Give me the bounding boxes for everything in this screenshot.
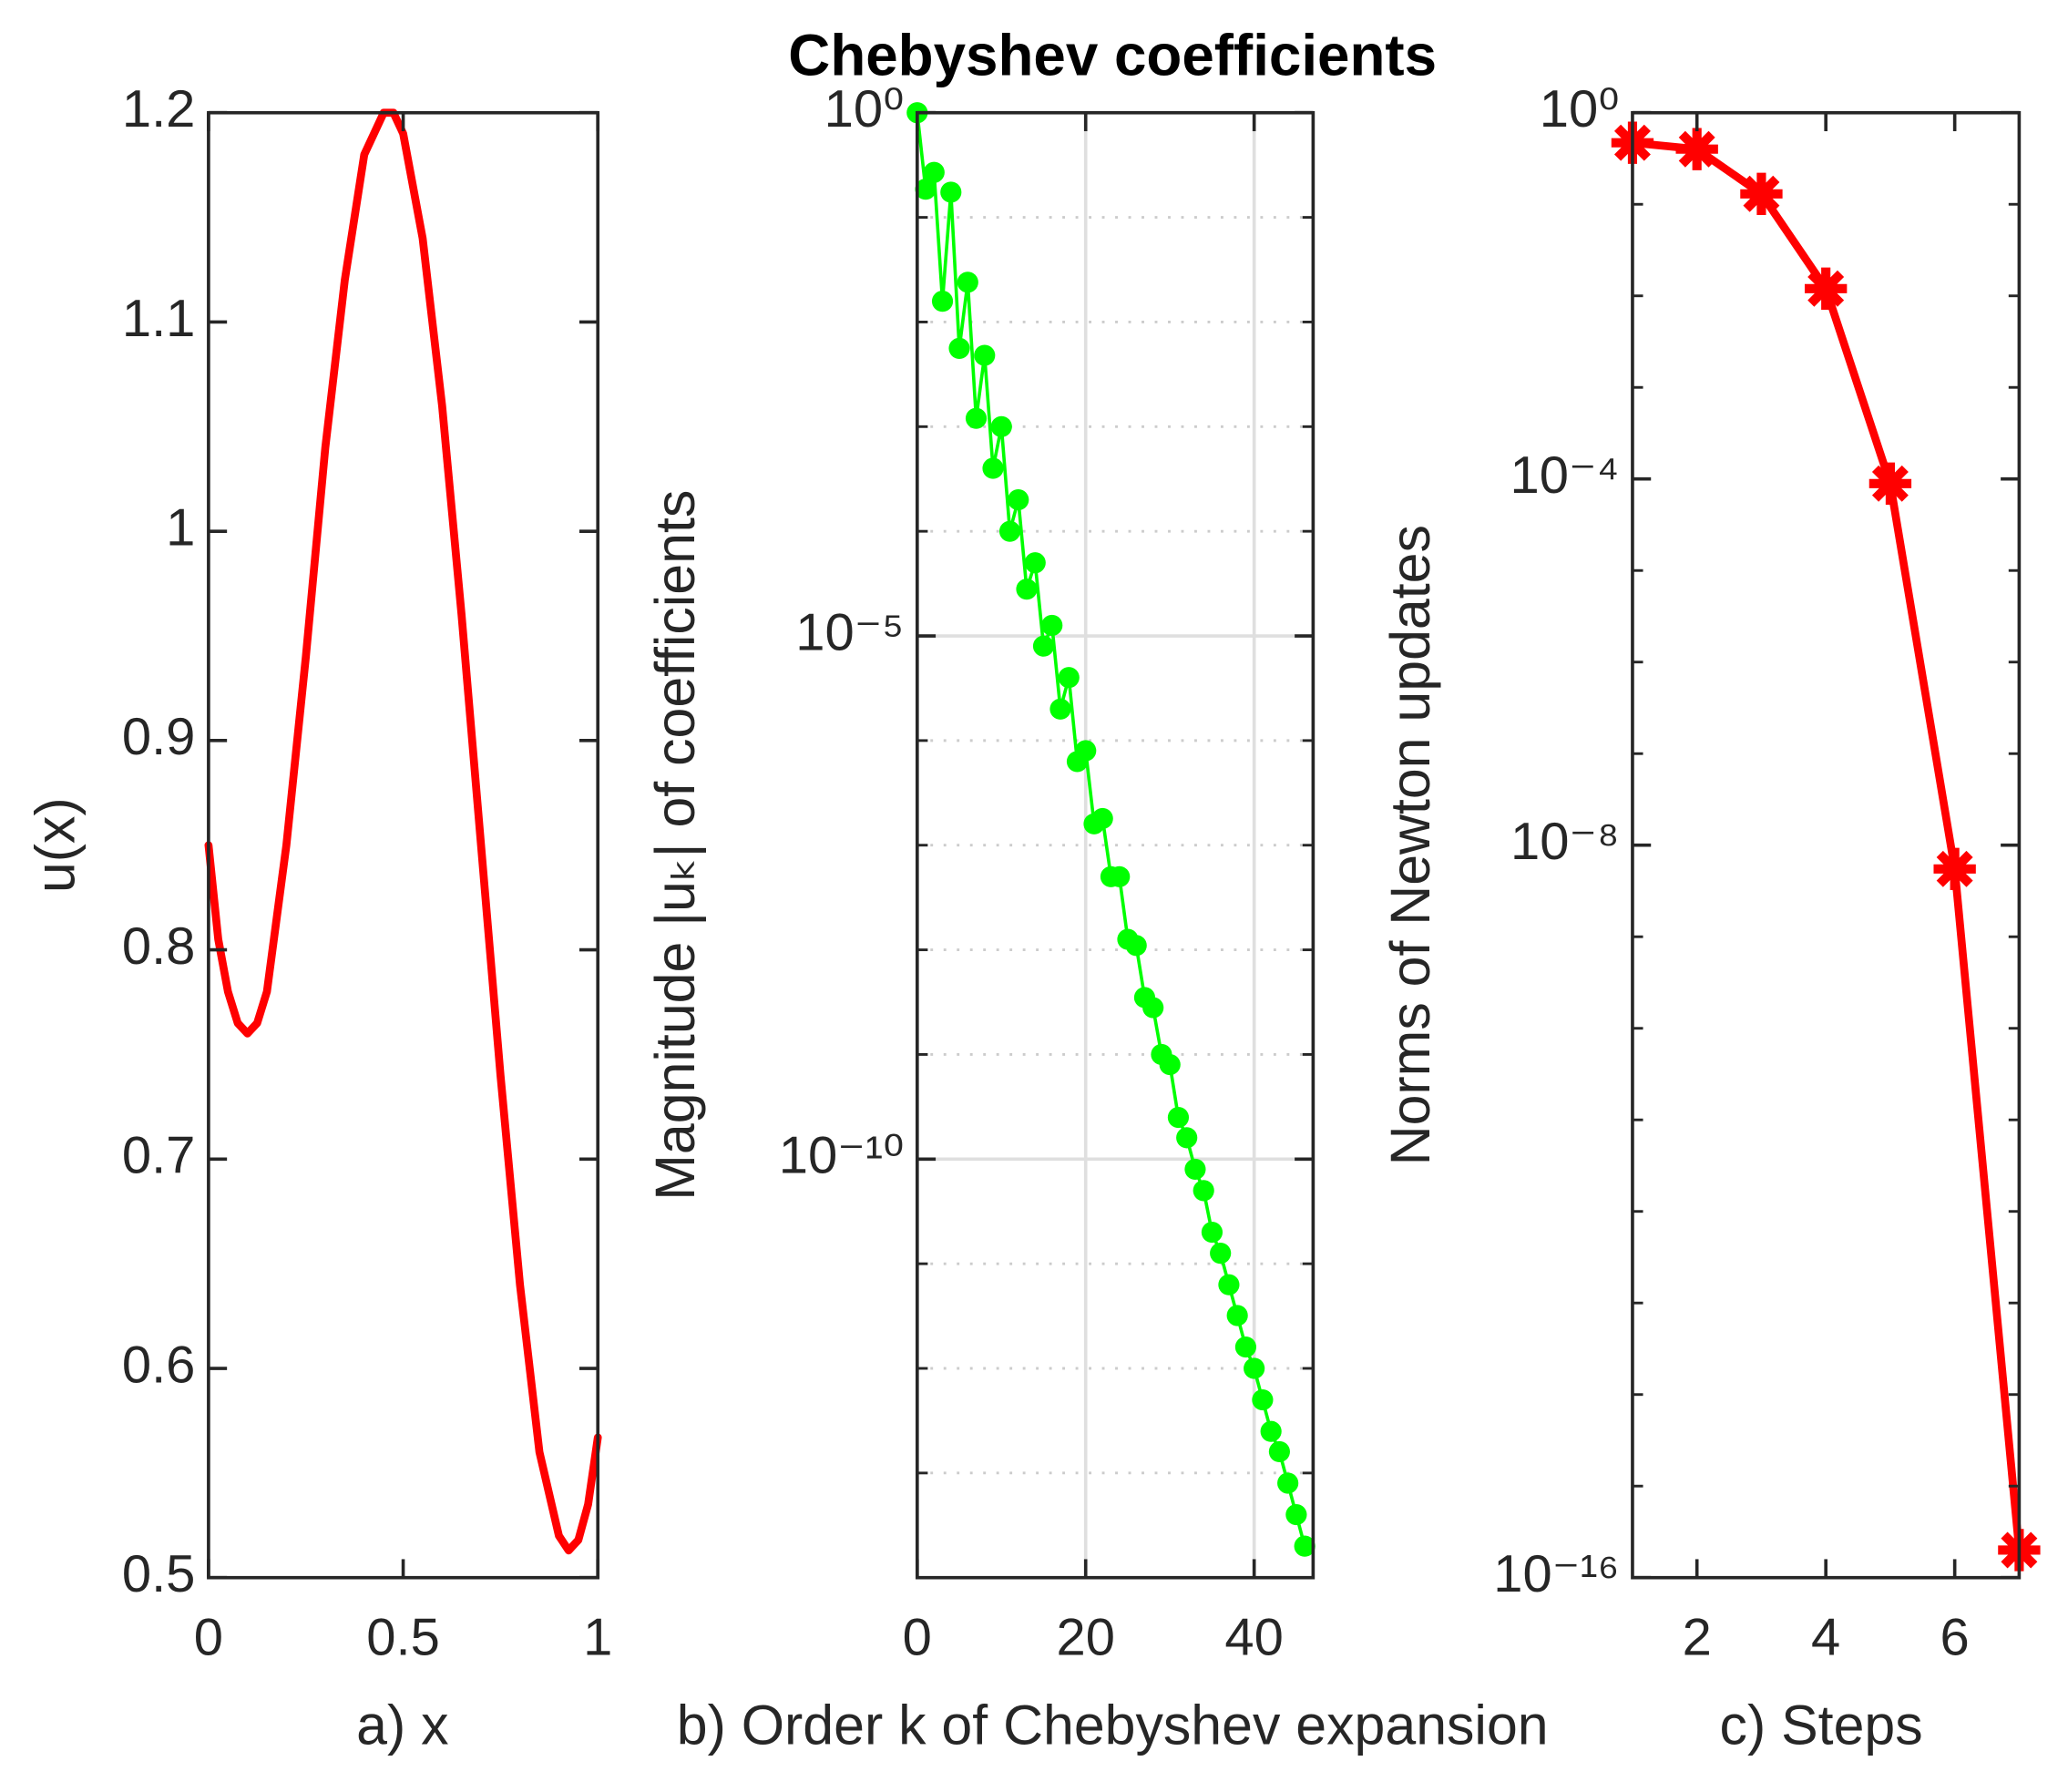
- marker: [1041, 614, 1063, 637]
- marker: [1804, 267, 1848, 310]
- data-line: [1628, 138, 2023, 1554]
- axes-frame: [207, 110, 600, 1580]
- y-tick-label: 1: [166, 498, 195, 557]
- chart-title: Chebyshev coefficients: [788, 23, 1437, 88]
- marker: [940, 181, 962, 203]
- y-tick-label: 1.1: [122, 290, 196, 348]
- marker: [1218, 1274, 1240, 1295]
- marker: [923, 161, 945, 183]
- marker: [1234, 1336, 1257, 1358]
- y-tick-label: 10⁰: [824, 80, 905, 138]
- marker: [1268, 1440, 1290, 1463]
- marker: [1016, 579, 1038, 600]
- marker: [1277, 1472, 1299, 1494]
- y-tick-label: 0.5: [122, 1545, 196, 1603]
- y-axis-label: Magnitude |uₖ| of coefficients: [644, 490, 706, 1201]
- marker: [948, 337, 970, 359]
- marker: [1933, 847, 1976, 890]
- marker: [1740, 172, 1783, 215]
- marker: [1142, 997, 1164, 1019]
- marker: [1294, 1535, 1316, 1557]
- marker: [1868, 462, 1912, 505]
- y-tick-label: 0.7: [122, 1127, 196, 1185]
- marker: [1176, 1127, 1198, 1149]
- marker: [1184, 1158, 1206, 1181]
- marker: [990, 415, 1012, 437]
- marker: [1032, 635, 1055, 657]
- x-tick-label: 2: [1683, 1609, 1712, 1667]
- y-tick-label: 0.6: [122, 1336, 196, 1394]
- marker: [1226, 1305, 1248, 1326]
- y-tick-label: 10⁻⁵: [795, 603, 904, 661]
- marker: [1675, 128, 1718, 170]
- marker: [965, 407, 988, 429]
- x-tick-label: 1: [583, 1609, 612, 1667]
- marker: [1008, 488, 1029, 511]
- marker: [1159, 1053, 1181, 1076]
- y-tick-label: 10⁻¹⁶: [1493, 1545, 1619, 1603]
- x-tick-label: 0: [194, 1609, 223, 1667]
- marker: [1210, 1243, 1232, 1265]
- marker: [974, 344, 996, 366]
- x-tick-label: 20: [1057, 1609, 1115, 1667]
- marker: [1193, 1180, 1214, 1202]
- marker: [1049, 698, 1071, 720]
- x-axis-label: a) x: [356, 1694, 448, 1756]
- marker: [1058, 667, 1080, 689]
- y-axis-label: u(x): [24, 797, 86, 893]
- x-tick-label: 0.5: [366, 1609, 440, 1667]
- marker: [1252, 1388, 1274, 1411]
- y-tick-label: 0.8: [122, 917, 196, 976]
- marker: [957, 271, 978, 293]
- marker: [1285, 1503, 1307, 1526]
- marker: [1260, 1420, 1282, 1442]
- x-axis-label: c) Steps: [1720, 1694, 1923, 1756]
- x-tick-label: 40: [1224, 1609, 1283, 1667]
- data-line: [915, 110, 1306, 1548]
- y-tick-label: 1.2: [122, 80, 196, 138]
- x-tick-label: 0: [903, 1609, 932, 1667]
- x-tick-label: 4: [1811, 1609, 1840, 1667]
- data-line: [204, 108, 602, 1555]
- y-tick-label: 10⁻¹⁰: [779, 1127, 905, 1185]
- marker: [1201, 1221, 1223, 1244]
- y-tick-label: 10⁰: [1540, 80, 1620, 138]
- marker: [1167, 1106, 1190, 1129]
- marker: [982, 457, 1004, 479]
- marker: [931, 291, 954, 312]
- axes-frame: [1631, 110, 2022, 1580]
- marker: [1091, 807, 1113, 829]
- marker: [1024, 552, 1046, 574]
- y-axis-label: Norms of Newton updates: [1379, 525, 1441, 1165]
- marker: [915, 179, 937, 200]
- marker: [1244, 1357, 1265, 1379]
- marker: [1109, 865, 1131, 887]
- marker: [1125, 935, 1147, 957]
- marker: [998, 520, 1021, 542]
- y-tick-label: 10⁻⁸: [1510, 813, 1619, 871]
- x-axis-label: b) Order k of Chebyshev expansion: [677, 1694, 1549, 1756]
- marker: [1075, 740, 1097, 762]
- x-tick-label: 6: [1940, 1609, 1970, 1667]
- y-tick-label: 0.9: [122, 708, 196, 766]
- y-tick-label: 10⁻⁴: [1510, 446, 1620, 505]
